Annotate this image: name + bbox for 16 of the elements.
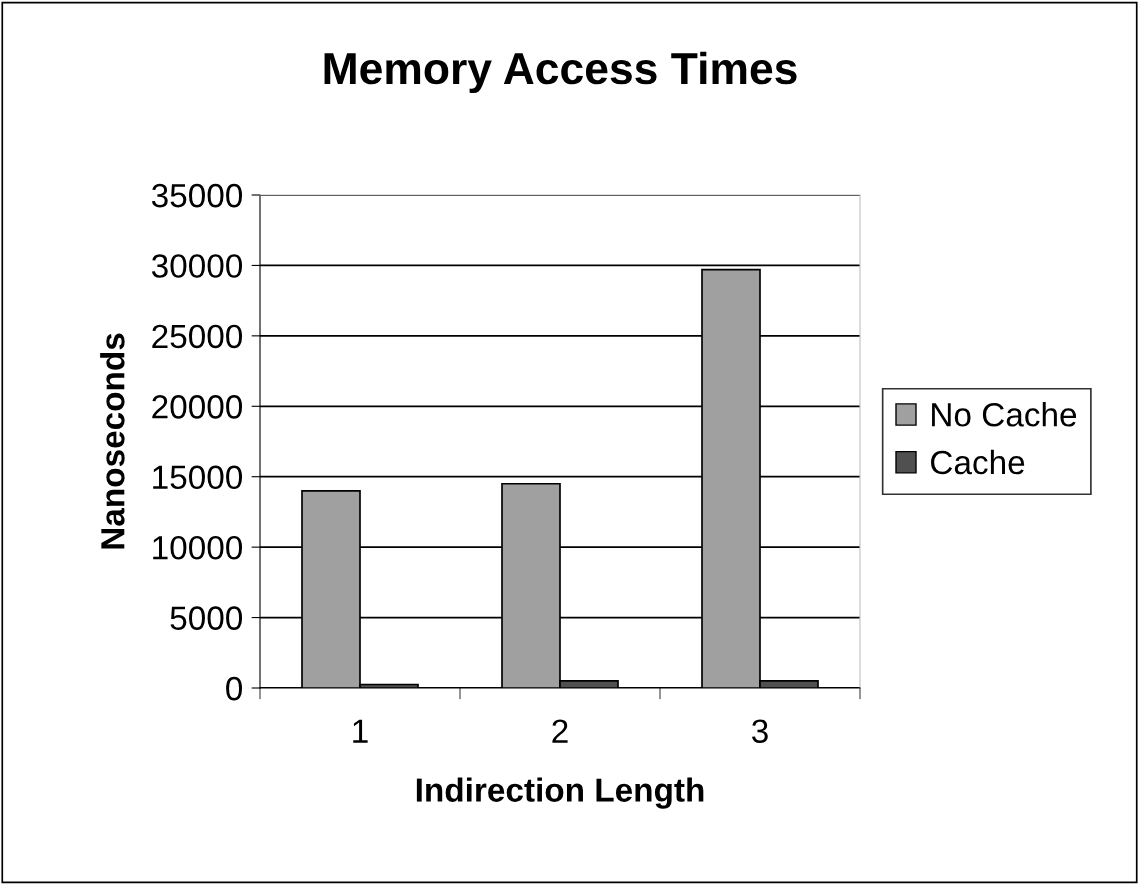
y-tick-label: 25000 [152,324,243,349]
x-tick-label: 1 [353,719,368,743]
chart-title: Memory Access Times [324,51,797,94]
y-tick-label: 15000 [153,465,243,490]
y-tick-label: 5000 [170,606,243,630]
x-axis-title: Indirection Length [416,777,704,809]
x-tick-label: 2 [552,719,568,743]
legend-label: No Cache [932,402,1077,427]
y-tick-label: 0 [226,676,243,701]
y-axis-title: Nanoseconds [100,333,125,549]
y-tick-label: 30000 [151,254,243,278]
y-tick-label: 35000 [151,183,243,208]
y-tick-label: 10000 [153,535,243,560]
y-tick-label: 20000 [152,395,243,419]
x-tick-label: 3 [752,719,768,744]
legend-label: Cache [931,449,1025,475]
